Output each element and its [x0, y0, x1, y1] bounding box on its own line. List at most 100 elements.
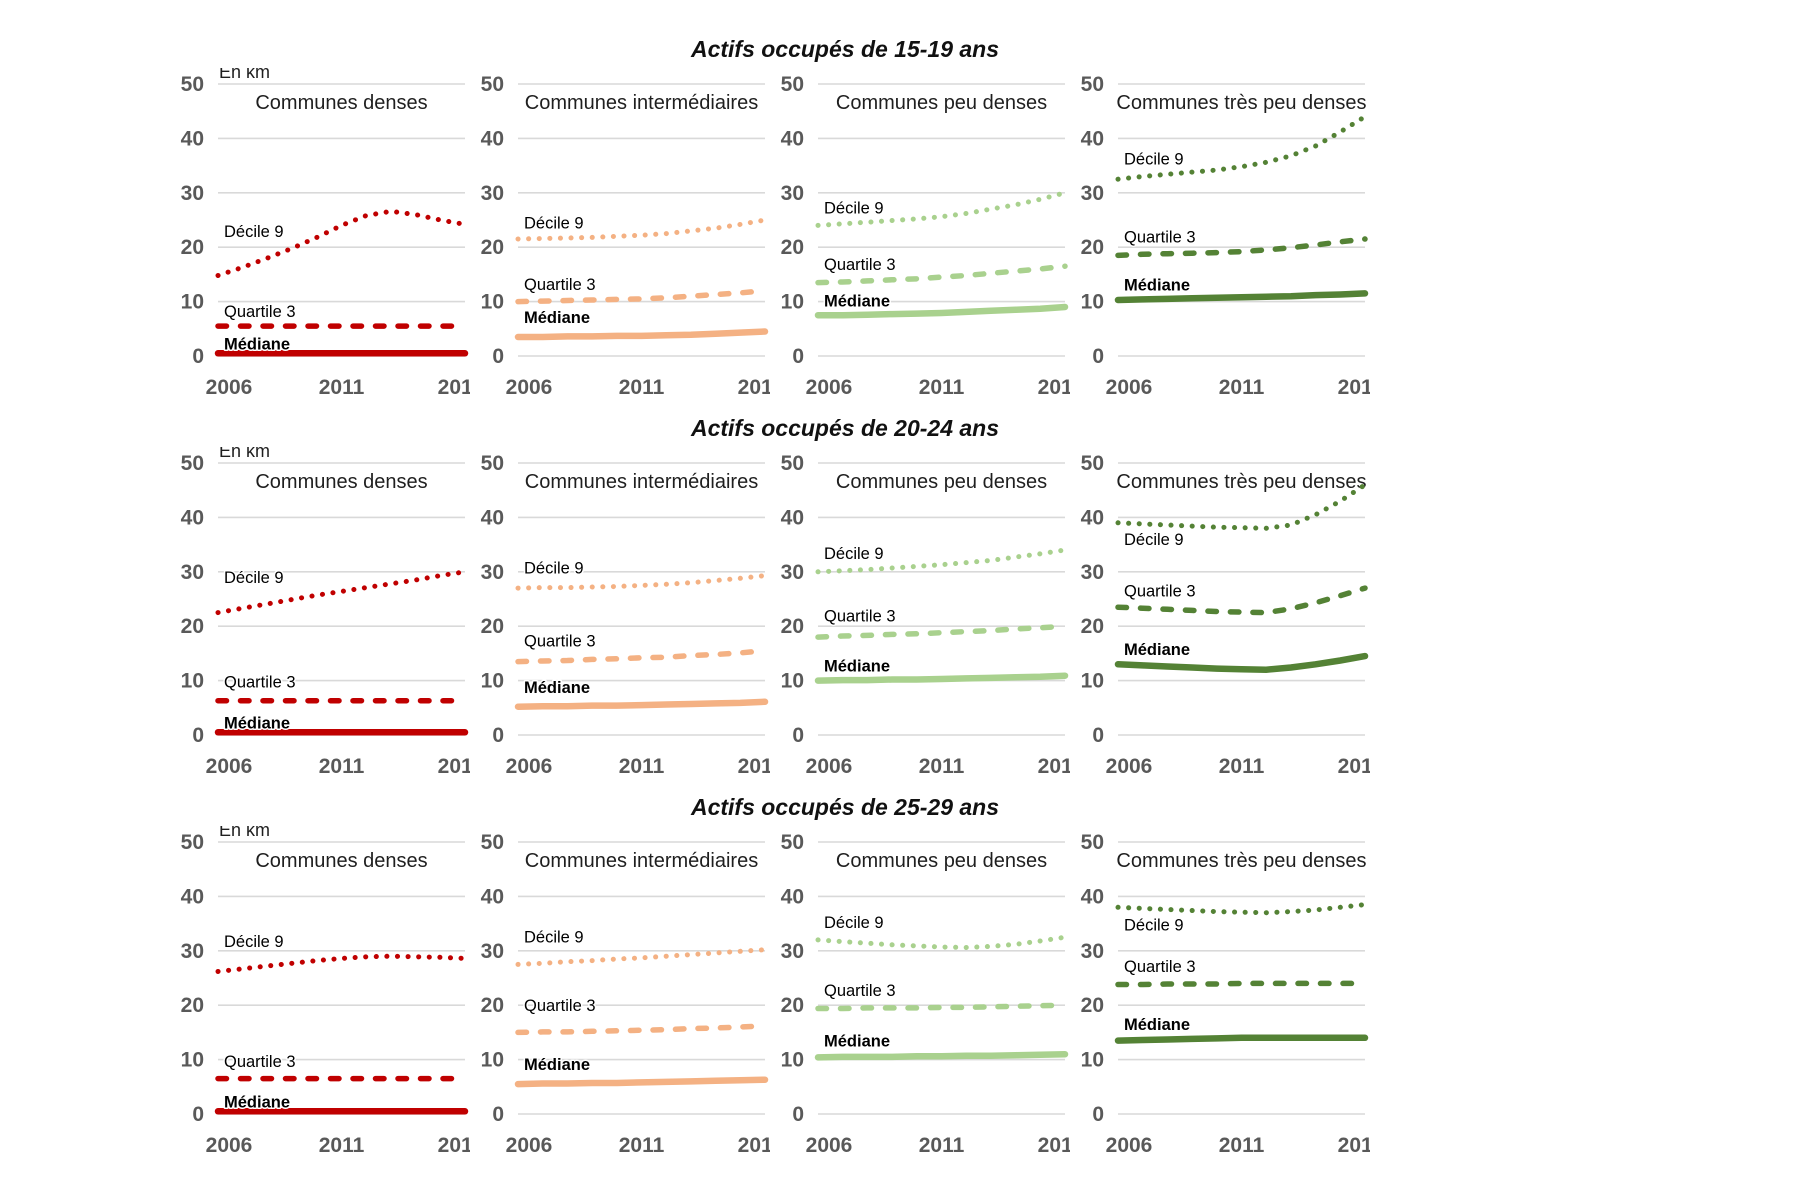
series-label-decile-9: Décile 9	[524, 215, 584, 233]
series-label-decile-9: Décile 9	[1124, 917, 1184, 935]
y-tick-label-50: 50	[481, 831, 504, 854]
chart-panel-communes-denses: 0 10 20 30 40 50 En km Communes denses Décile 9 Q…	[179, 68, 470, 401]
series-label-quartile-3: Quartile 3	[224, 674, 296, 692]
series-label-quartile-3: Quartile 3	[524, 997, 596, 1015]
x-tick-label-2011: 2011	[319, 1134, 365, 1157]
y-tick-label-0: 0	[1092, 724, 1104, 747]
series-label-decile-9: Décile 9	[824, 545, 884, 563]
series-line-mediane	[514, 1076, 769, 1088]
y-tick-label-10: 10	[481, 1049, 504, 1072]
x-tick-label-2016: 2016	[1338, 376, 1370, 399]
series-label-decile-9: Décile 9	[224, 223, 284, 241]
series-label-mediane: Médiane	[1124, 1016, 1190, 1034]
x-tick-label-2011: 2011	[319, 755, 365, 778]
y-tick-label-30: 30	[781, 182, 804, 205]
y-tick-label-0: 0	[492, 1103, 504, 1126]
panel-title: Communes intermédiaires	[525, 92, 758, 114]
y-tick-label-30: 30	[181, 940, 204, 963]
y-tick-label-30: 30	[181, 561, 204, 584]
y-tick-label-30: 30	[781, 561, 804, 584]
x-tick-label-2016: 2016	[738, 755, 770, 778]
panel-title: Communes peu denses	[836, 850, 1047, 872]
y-tick-label-10: 10	[1081, 1049, 1104, 1072]
y-axis-unit-label: En km	[219, 826, 270, 840]
y-tick-label-20: 20	[781, 236, 804, 259]
series-label-mediane: Médiane	[224, 1094, 290, 1112]
y-tick-label-0: 0	[192, 1103, 204, 1126]
series-line-quartile-3	[1115, 236, 1368, 259]
y-tick-label-10: 10	[181, 1049, 204, 1072]
y-tick-label-20: 20	[1081, 994, 1104, 1017]
y-tick-label-50: 50	[481, 73, 504, 96]
series-line-decile-9	[215, 208, 468, 278]
y-tick-label-20: 20	[181, 994, 204, 1017]
x-tick-label-2006: 2006	[1106, 755, 1153, 778]
y-tick-label-50: 50	[1081, 831, 1104, 854]
series-label-mediane: Médiane	[524, 1056, 590, 1074]
y-tick-label-30: 30	[1081, 182, 1104, 205]
series-line-decile-9	[1115, 902, 1368, 916]
panel-title: Communes denses	[255, 850, 427, 872]
chart-panel-communes-peu-denses: 0 10 20 30 40 50 Communes peu denses Décile 9 Qu…	[779, 72, 1070, 401]
x-tick-label-2006: 2006	[506, 376, 553, 399]
series-label-quartile-3: Quartile 3	[524, 276, 596, 294]
row-title-25-29: Actifs occupés de 25-29 ans	[690, 794, 1000, 820]
y-tick-label-40: 40	[181, 506, 204, 529]
x-tick-label-2006: 2006	[1106, 1134, 1153, 1157]
y-tick-label-0: 0	[792, 724, 804, 747]
x-tick-label-2016: 2016	[438, 376, 470, 399]
chart-panel-communes-intermediaires: 0 10 20 30 40 50 Communes intermédiaires Décile…	[479, 451, 770, 780]
y-tick-label-50: 50	[781, 73, 804, 96]
y-tick-label-10: 10	[781, 291, 804, 314]
y-tick-label-30: 30	[781, 940, 804, 963]
series-line-quartile-3	[815, 1002, 1068, 1012]
charts-row-25-29: 0 10 20 30 40 50 En km Communes denses Décile 9 Q…	[170, 826, 1796, 1171]
panel-title: Communes très peu denses	[1116, 471, 1366, 493]
series-label-quartile-3: Quartile 3	[224, 1053, 296, 1071]
series-label-mediane: Médiane	[524, 679, 590, 697]
series-line-mediane	[814, 672, 1069, 684]
y-tick-label-10: 10	[781, 1049, 804, 1072]
y-tick-label-40: 40	[481, 127, 504, 150]
x-tick-label-2011: 2011	[919, 755, 965, 778]
x-tick-label-2011: 2011	[1219, 1134, 1265, 1157]
x-tick-label-2006: 2006	[1106, 376, 1153, 399]
series-label-mediane: Médiane	[824, 657, 890, 675]
x-tick-label-2011: 2011	[1219, 376, 1265, 399]
series-line-decile-9	[515, 217, 768, 242]
y-tick-label-20: 20	[1081, 615, 1104, 638]
y-tick-label-30: 30	[481, 940, 504, 963]
x-tick-label-2006: 2006	[806, 755, 853, 778]
y-tick-label-40: 40	[781, 506, 804, 529]
series-label-quartile-3: Quartile 3	[224, 303, 296, 321]
x-tick-label-2016: 2016	[438, 755, 470, 778]
y-tick-label-0: 0	[492, 345, 504, 368]
series-label-decile-9: Décile 9	[1124, 531, 1184, 549]
x-tick-label-2006: 2006	[506, 755, 553, 778]
y-tick-label-30: 30	[1081, 940, 1104, 963]
age-group-section-25-29: Actifs occupés de 25-29 ans 0 10 20 30 40 50 E…	[170, 792, 1796, 1171]
y-tick-label-20: 20	[781, 994, 804, 1017]
y-tick-label-0: 0	[792, 1103, 804, 1126]
x-tick-label-2011: 2011	[919, 376, 965, 399]
series-label-quartile-3: Quartile 3	[1124, 582, 1196, 600]
series-line-quartile-3	[1115, 980, 1368, 988]
chart-panel-communes-tres-peu-denses: 0 10 20 30 40 50 Communes très peu denses Décil…	[1079, 830, 1370, 1159]
y-tick-label-0: 0	[492, 724, 504, 747]
y-tick-label-0: 0	[1092, 1103, 1104, 1126]
panel-title: Communes intermédiaires	[525, 471, 758, 493]
y-tick-label-10: 10	[781, 670, 804, 693]
series-line-decile-9	[815, 547, 1068, 575]
series-line-mediane	[814, 303, 1069, 319]
charts-row-20-24: 0 10 20 30 40 50 En km Communes denses Décile 9 Q…	[170, 447, 1796, 792]
panel-title: Communes peu denses	[836, 471, 1047, 493]
x-tick-label-2016: 2016	[1338, 755, 1370, 778]
y-tick-label-10: 10	[1081, 291, 1104, 314]
row-title-20-24: Actifs occupés de 20-24 ans	[690, 415, 1000, 441]
series-label-quartile-3: Quartile 3	[524, 632, 596, 650]
series-label-mediane: Médiane	[1124, 641, 1190, 659]
y-tick-label-40: 40	[481, 885, 504, 908]
chart-panel-communes-intermediaires: 0 10 20 30 40 50 Communes intermédiaires Décile…	[479, 830, 770, 1159]
chart-panel-communes-peu-denses: 0 10 20 30 40 50 Communes peu denses Décile 9 Qu…	[779, 451, 1070, 780]
y-tick-label-40: 40	[481, 506, 504, 529]
